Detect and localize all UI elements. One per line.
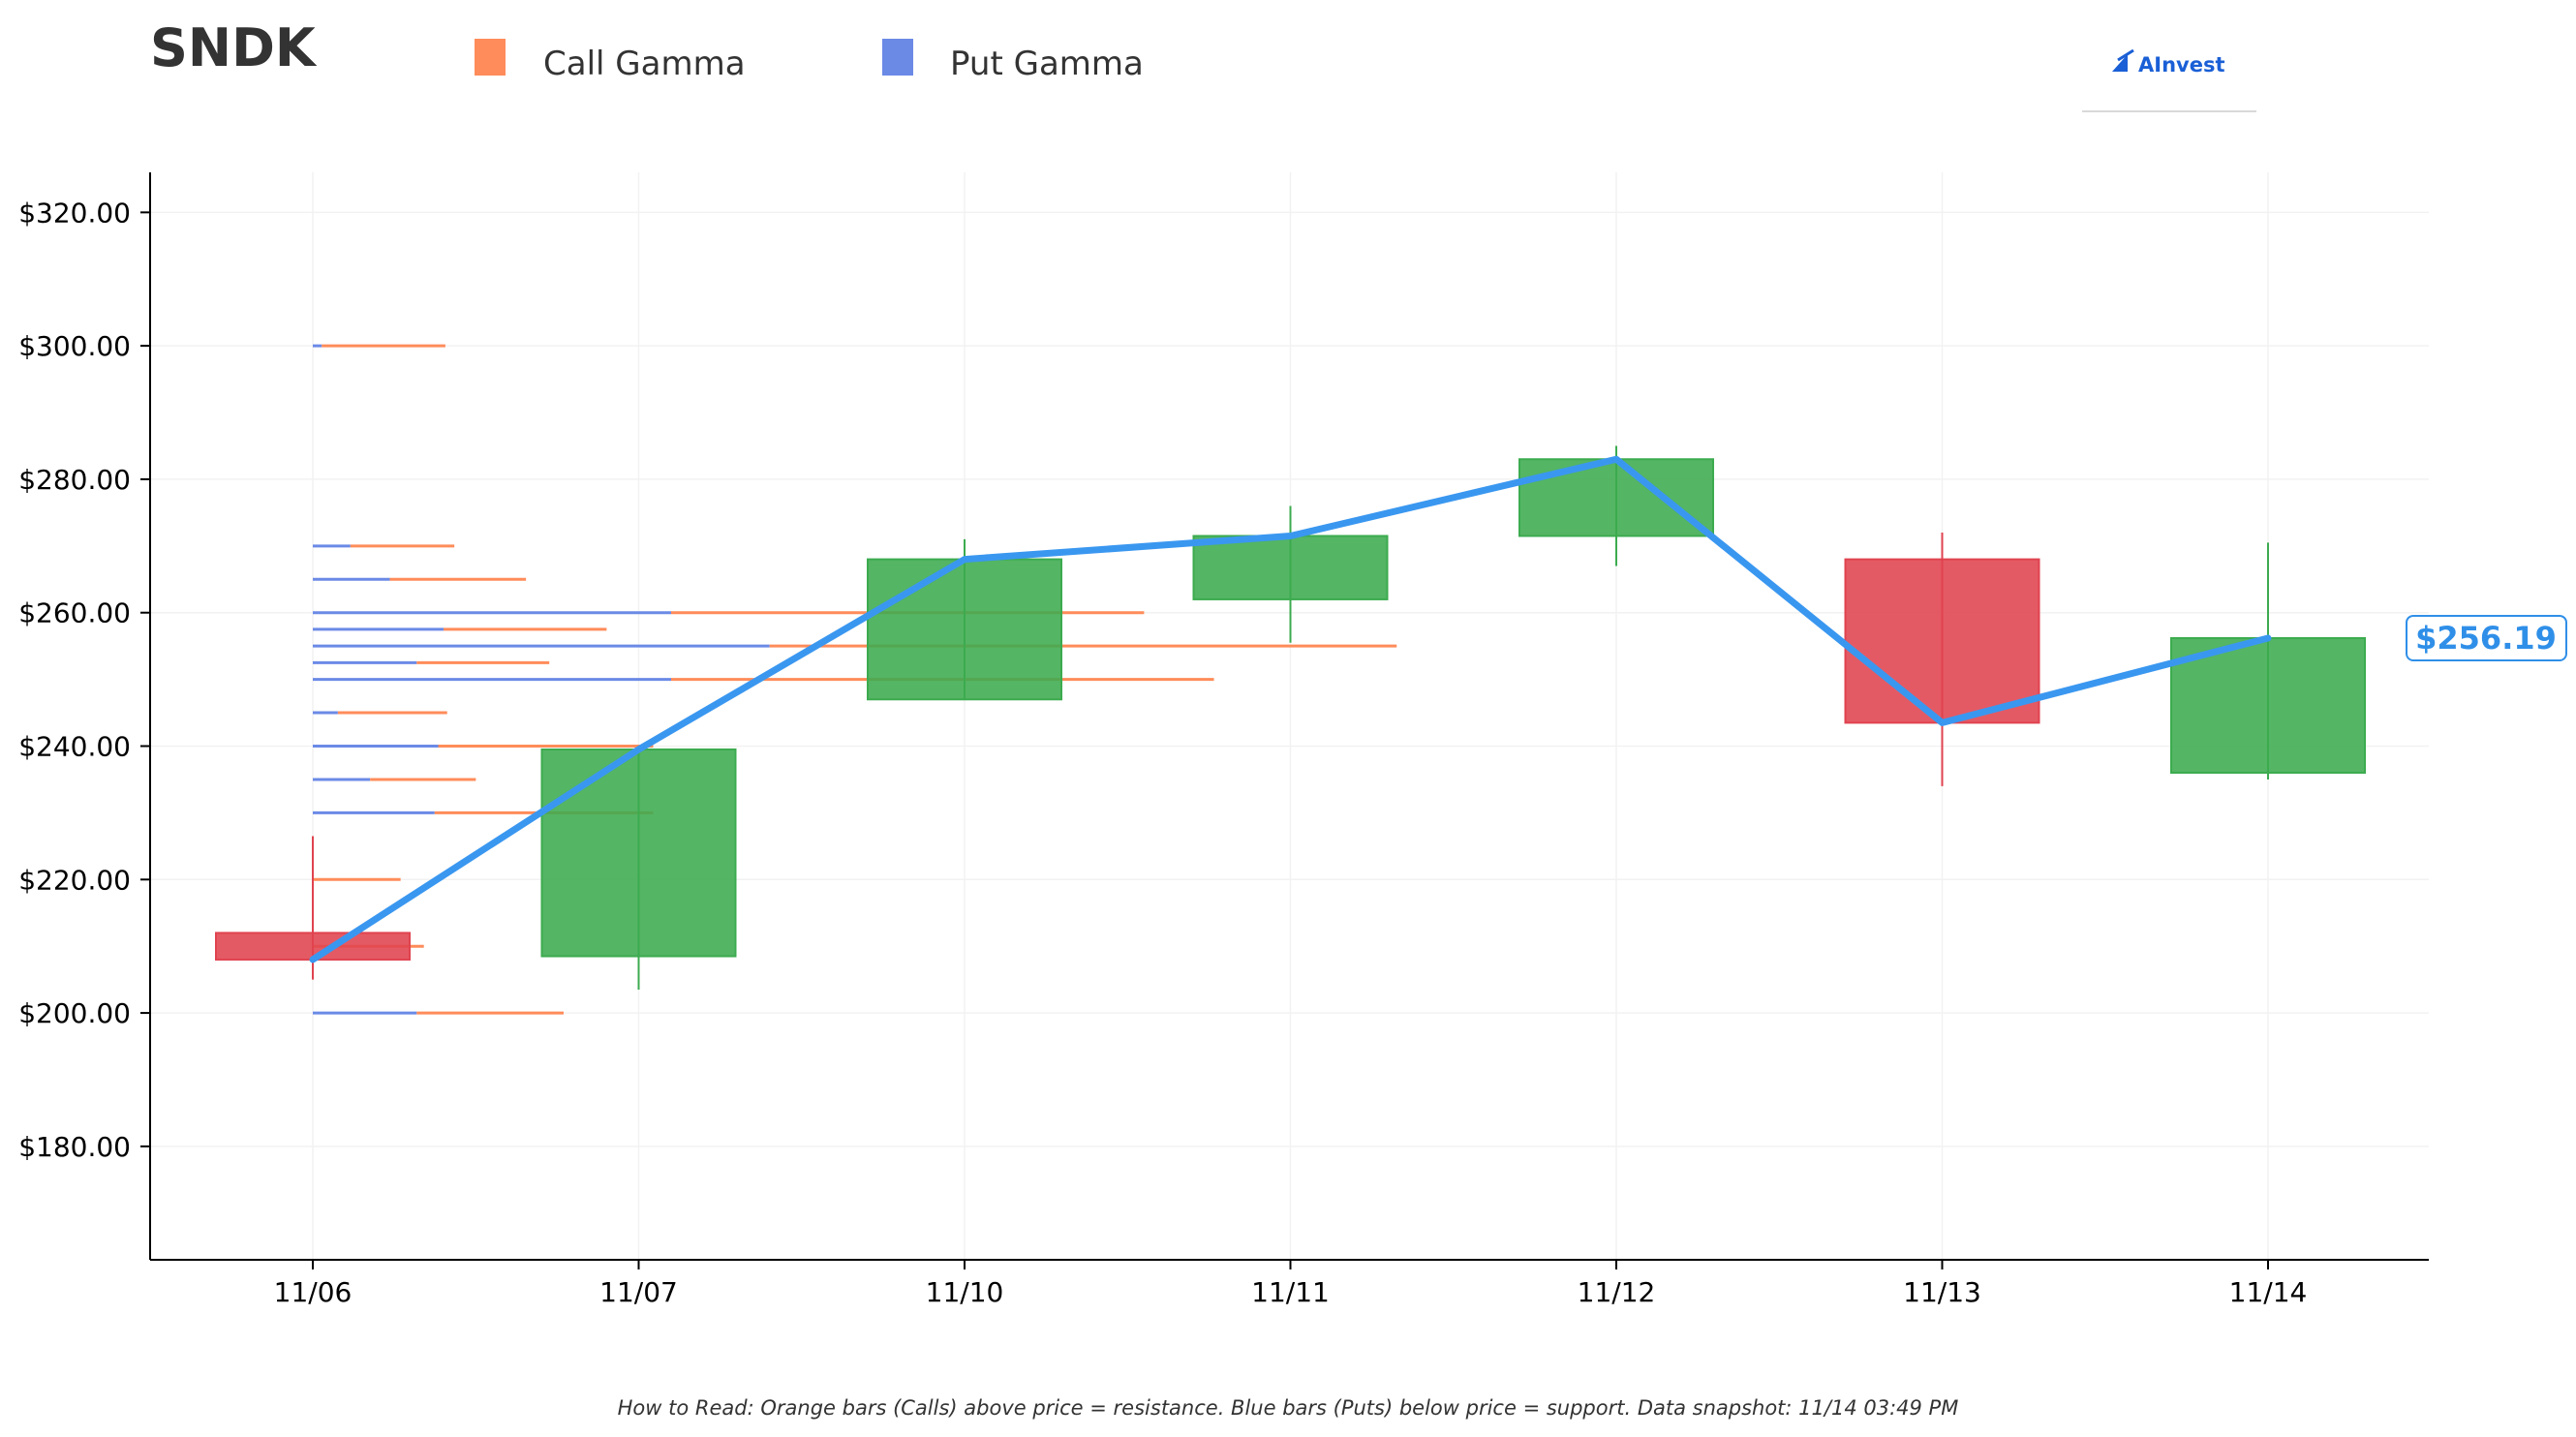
y-tick-label-0: $180.00	[18, 1131, 131, 1163]
legend-call-label: Call Gamma	[543, 45, 746, 83]
y-tick-label-6: $300.00	[18, 330, 131, 362]
y-tick-label-3: $240.00	[18, 731, 131, 763]
y-tick-label-5: $280.00	[18, 464, 131, 496]
current-price-box	[2406, 614, 2567, 661]
y-tick-label-2: $220.00	[18, 864, 131, 896]
candle-body-2	[867, 558, 1062, 701]
candle-body-1	[540, 748, 737, 958]
brand-name: AInvest	[2138, 53, 2225, 76]
current-price-label: $256.19	[2415, 620, 2557, 657]
x-tick-label-6: 11/14	[2229, 1276, 2308, 1308]
candle-body-4	[1518, 458, 1714, 537]
gamma-bars	[313, 344, 1397, 1015]
candle-body-5	[1844, 558, 2040, 724]
candle-body-3	[1192, 535, 1389, 600]
legend-put-swatch	[882, 39, 913, 76]
legend-put-label: Put Gamma	[950, 45, 1144, 83]
y-tick-label-7: $320.00	[18, 197, 131, 229]
current-price-badge: $256.19	[2406, 614, 2567, 661]
brand-mark-icon	[2112, 54, 2128, 72]
x-tick-label-5: 11/13	[1903, 1276, 1981, 1308]
footnote: How to Read: Orange bars (Calls) above p…	[618, 1396, 1959, 1420]
x-ticks: 11/06 11/07 11/10 11/11 11/12 11/13 11/14	[274, 1260, 2308, 1308]
x-tick-label-0: 11/06	[274, 1276, 353, 1308]
ticker-title: SNDK	[150, 17, 318, 78]
x-tick-label-1: 11/07	[599, 1276, 678, 1308]
x-tick-label-3: 11/11	[1251, 1276, 1330, 1308]
x-tick-label-4: 11/12	[1578, 1276, 1656, 1308]
close-line-layer	[309, 455, 2272, 963]
grid	[150, 172, 2429, 1260]
candle-body-6	[2170, 636, 2366, 775]
x-tick-label-2: 11/10	[926, 1276, 1004, 1308]
candles	[215, 445, 2366, 990]
y-tick-label-1: $200.00	[18, 997, 131, 1029]
brand-logo: AInvest	[2082, 48, 2256, 112]
y-tick-label-4: $260.00	[18, 597, 131, 629]
close-price-line	[309, 455, 2272, 963]
legend-call-swatch	[475, 39, 506, 76]
y-ticks: $180.00 $200.00 $220.00 $240.00 $260.00 $280.…	[18, 197, 150, 1163]
